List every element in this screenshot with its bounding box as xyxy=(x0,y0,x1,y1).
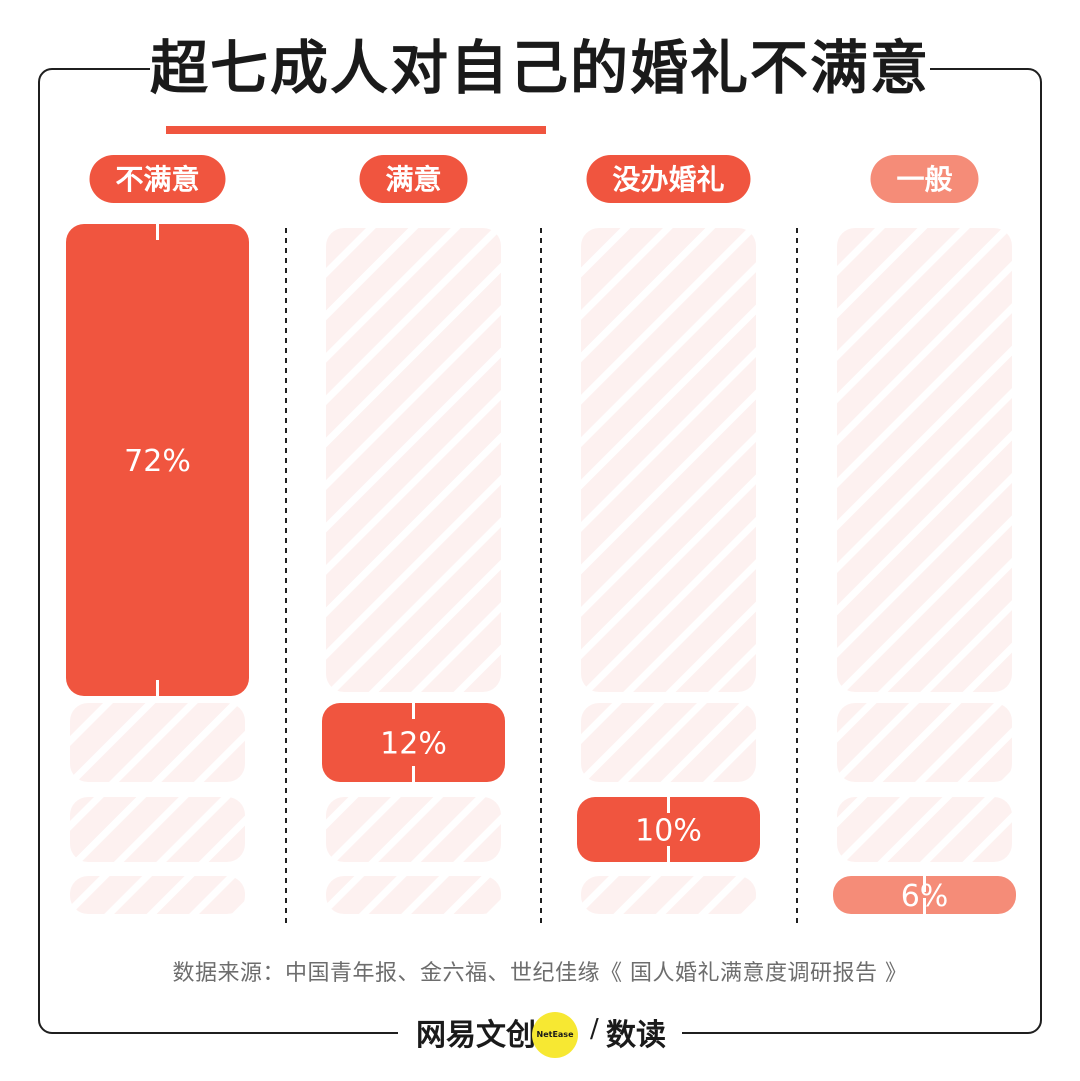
value-label-2: 12% xyxy=(380,727,447,762)
category-label-2: 满意 xyxy=(385,163,441,196)
stripe-segment-3-2 xyxy=(581,703,756,782)
column-4: 一般 6% xyxy=(833,155,1016,914)
stripe-segment-2-1 xyxy=(326,228,501,692)
bar-1 xyxy=(66,224,249,696)
brand-name: 网易文创 xyxy=(416,1018,536,1053)
column-3: 没办婚礼 10% xyxy=(577,155,760,914)
bar-4 xyxy=(833,876,1016,914)
category-pill-3 xyxy=(586,155,751,203)
stripe-segment-1-4 xyxy=(70,876,245,914)
value-label-4: 6% xyxy=(901,879,949,914)
value-label-1: 72% xyxy=(124,444,191,479)
category-label-3: 没办婚礼 xyxy=(612,163,724,196)
column-2: 满意 12% xyxy=(322,155,505,914)
category-label-1: 不满意 xyxy=(115,163,199,196)
chart-title: 超七成人对自己的婚礼不满意 xyxy=(150,34,931,102)
netease-badge: NetEase xyxy=(532,1012,578,1058)
category-pill-4 xyxy=(870,155,979,203)
brand-sub: 数读 xyxy=(606,1018,666,1053)
stripe-segment-1-2 xyxy=(70,703,245,782)
category-label-4: 一般 xyxy=(896,163,952,196)
stripe-segment-4-3 xyxy=(837,797,1012,862)
category-pill-2 xyxy=(359,155,468,203)
column-dividers xyxy=(285,228,798,926)
category-pill-1 xyxy=(89,155,226,203)
title-block: 超七成人对自己的婚礼不满意 xyxy=(150,28,931,134)
stripe-segment-3-4 xyxy=(581,876,756,914)
value-label-3: 10% xyxy=(635,814,702,849)
column-1: 不满意 72% xyxy=(66,155,249,914)
chart-columns: 不满意 72% 满意 12% 没办婚礼 10% 一般 6% xyxy=(66,155,1016,914)
logo-slash: / xyxy=(590,1014,599,1044)
stripe-segment-4-1 xyxy=(837,228,1012,692)
stripe-segment-3-1 xyxy=(581,228,756,692)
data-source: 数据来源：中国青年报、金六福、世纪佳缘《 国人婚礼满意度调研报告 》 xyxy=(172,961,908,986)
bar-2 xyxy=(322,703,505,782)
stripe-segment-2-3 xyxy=(326,797,501,862)
stripe-segment-1-3 xyxy=(70,797,245,862)
title-underline xyxy=(166,126,546,134)
stripe-segment-4-2 xyxy=(837,703,1012,782)
stripe-segment-2-4 xyxy=(326,876,501,914)
bar-3 xyxy=(577,797,760,862)
